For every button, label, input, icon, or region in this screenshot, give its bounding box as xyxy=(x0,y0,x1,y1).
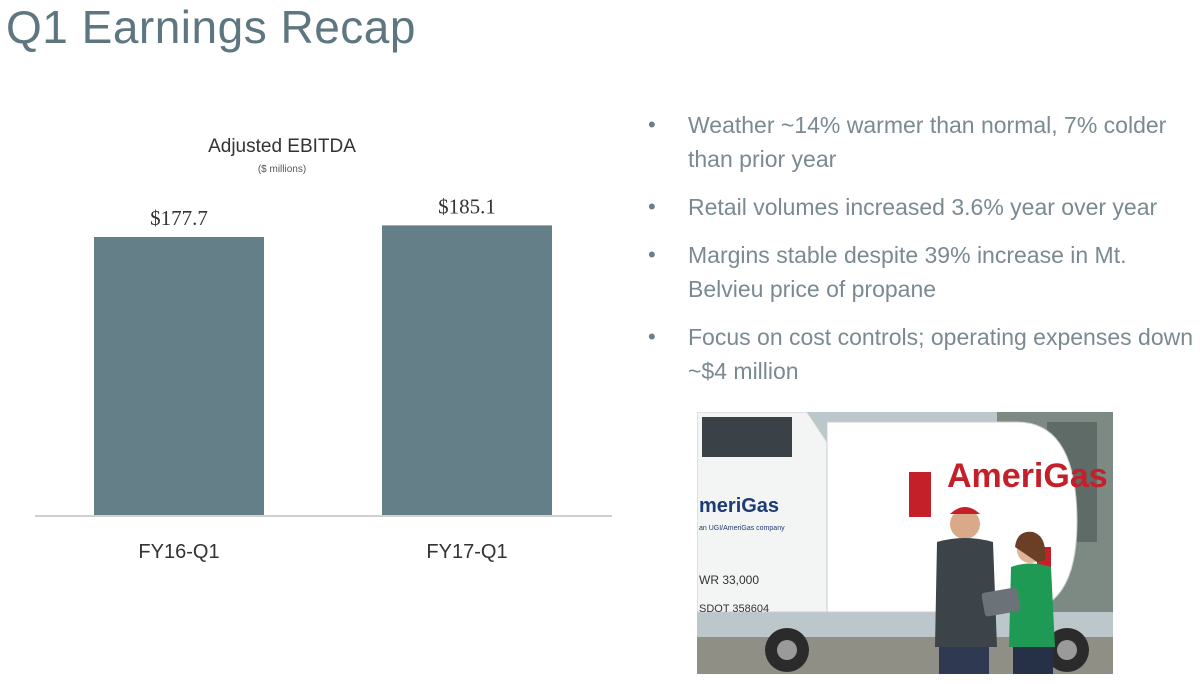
bullet-marker: • xyxy=(648,242,656,267)
key-points-list: • Weather ~14% warmer than normal, 7% col… xyxy=(648,108,1200,402)
bullet-marker: • xyxy=(648,112,656,137)
bullet-item: • Weather ~14% warmer than normal, 7% col… xyxy=(648,108,1200,176)
bar-fy17-q1 xyxy=(382,225,552,516)
bullet-text: Focus on cost controls; operating expens… xyxy=(688,324,1194,384)
chart-subtitle: ($ millions) xyxy=(258,164,306,175)
bullet-text: Margins stable despite 39% increase in M… xyxy=(688,242,1127,302)
bullet-text: Weather ~14% warmer than normal, 7% cold… xyxy=(688,112,1167,172)
cab-logo-text: meriGas xyxy=(699,495,779,517)
data-label: $185.1 xyxy=(438,194,496,218)
x-tick-label: FY17-Q1 xyxy=(426,541,507,563)
photo-illustration: meriGas an UGI/AmeriGas company WR 33,00… xyxy=(697,412,1113,674)
x-tick-label: FY16-Q1 xyxy=(138,541,219,563)
bars-layer: $177.7 FY16-Q1 $185.1 FY17-Q1 xyxy=(94,194,552,563)
cab-reg-2: SDOT 358604 xyxy=(699,603,769,615)
propane-truck-photo: meriGas an UGI/AmeriGas company WR 33,00… xyxy=(697,412,1113,674)
cab-tagline: an UGI/AmeriGas company xyxy=(699,525,785,532)
chart-title: Adjusted EBITDA xyxy=(208,136,356,157)
bullet-item: • Retail volumes increased 3.6% year over… xyxy=(648,190,1200,224)
data-label: $177.7 xyxy=(150,206,208,230)
bullet-item: • Focus on cost controls; operating expen… xyxy=(648,320,1200,388)
bullet-marker: • xyxy=(648,194,656,219)
chart-canvas: Adjusted EBITDA ($ millions) $177.7 FY16-… xyxy=(35,136,612,563)
ebitda-bar-chart: Adjusted EBITDA ($ millions) $177.7 FY16-… xyxy=(30,120,620,580)
cab-reg-1: WR 33,000 xyxy=(699,573,759,587)
bullet-marker: • xyxy=(648,324,656,349)
tank-logo-text: AmeriGas xyxy=(947,457,1108,495)
page-title: Q1 Earnings Recap xyxy=(6,1,416,53)
bullet-text: Retail volumes increased 3.6% year over … xyxy=(688,194,1158,220)
bar-fy16-q1 xyxy=(94,237,264,517)
bullet-item: • Margins stable despite 39% increase in … xyxy=(648,238,1200,306)
